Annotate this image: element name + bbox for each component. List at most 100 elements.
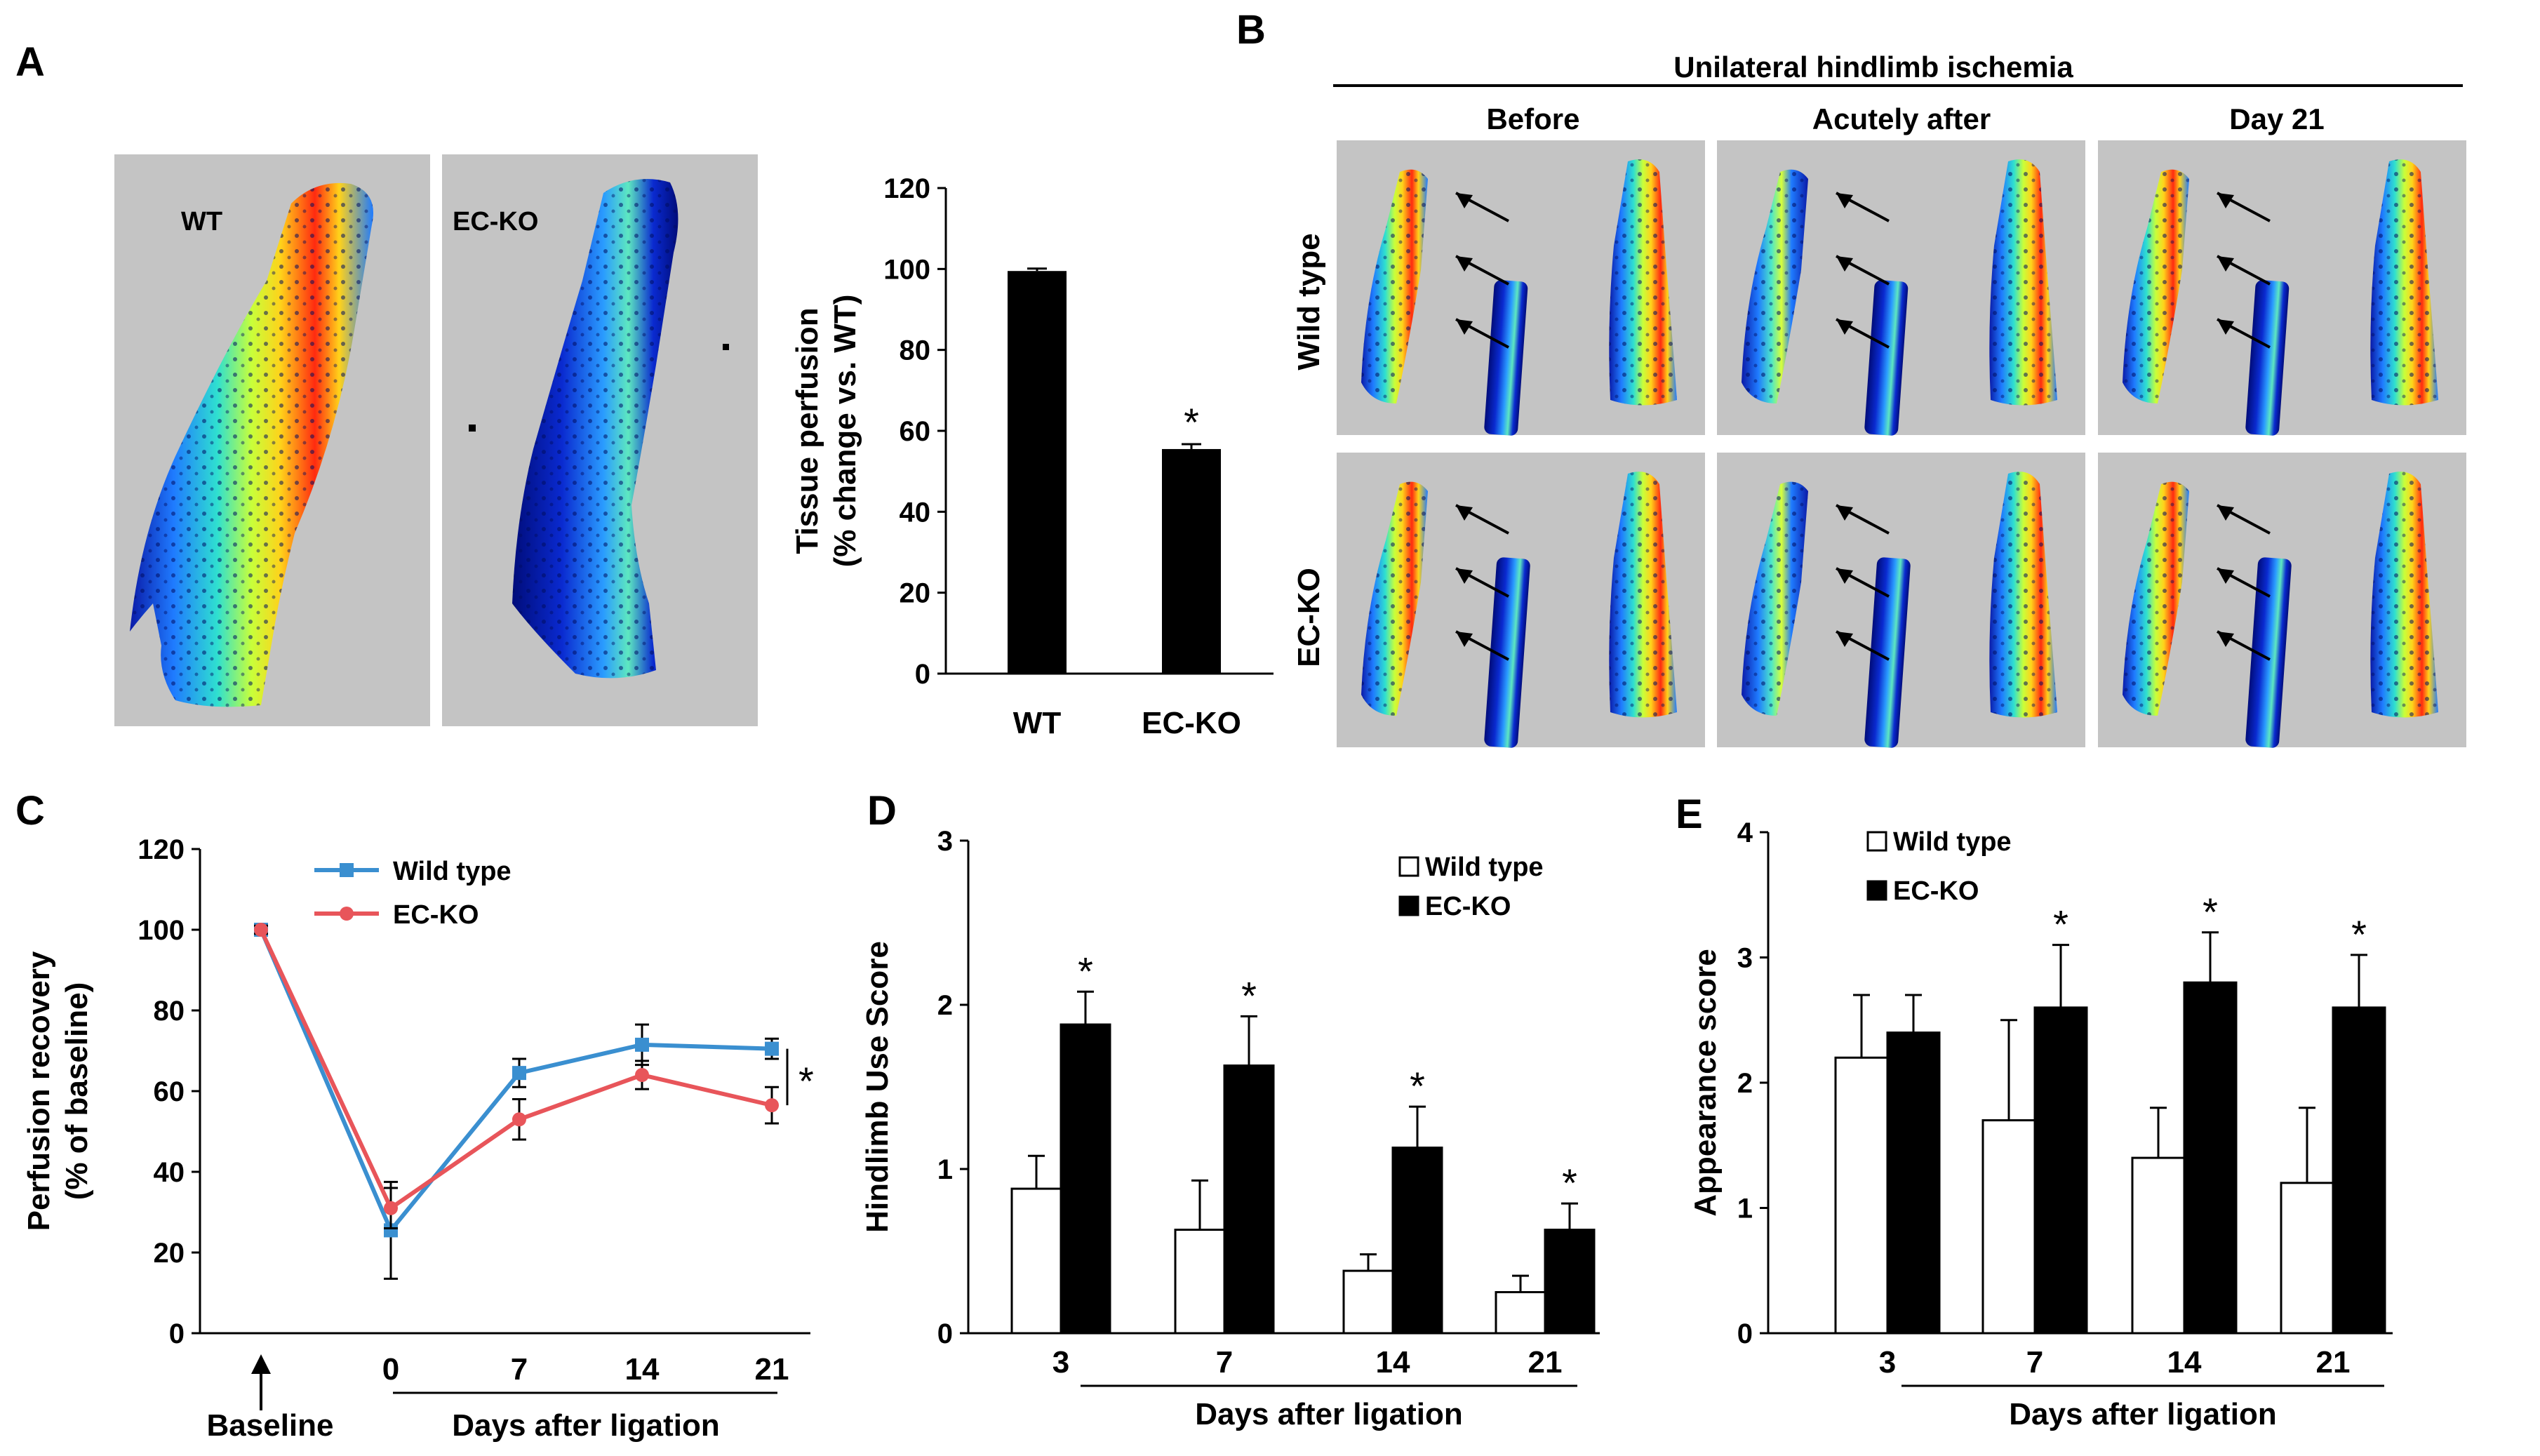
bar-wild-type (1174, 1229, 1226, 1335)
y-tick-label: 4 (1737, 817, 1753, 848)
y-tick-label: 40 (154, 1157, 185, 1188)
significance-marker: * (1184, 400, 1199, 444)
bar (1162, 448, 1221, 674)
legend-label: EC-KO (1893, 876, 1979, 906)
data-point (765, 1041, 779, 1056)
chart-a: 0 20 40 60 80 100 120 WT EC-KO * Tissue perfusion(… (790, 173, 1274, 740)
x-tick-label: 3 (1052, 1345, 1069, 1380)
bar-ec-ko (1886, 1031, 1941, 1335)
y-tick-label: 80 (900, 335, 931, 366)
arrow-head-icon (1836, 319, 1853, 335)
arrow-head-icon (1836, 505, 1853, 521)
x-tick-label: 21 (2316, 1345, 2351, 1380)
image-artifact (469, 425, 476, 432)
x-tick-label: 14 (625, 1352, 660, 1387)
arrow-head-icon (2217, 505, 2234, 521)
legend-swatch (1398, 856, 1419, 877)
data-point (254, 923, 268, 937)
data-point (635, 1037, 649, 1052)
significance-marker: * (1241, 973, 1257, 1017)
legend-marker (340, 907, 354, 921)
arrow-head-icon (2217, 568, 2234, 584)
data-point (384, 1223, 398, 1238)
x-tick-label: 7 (2026, 1345, 2043, 1380)
panel-label-a: A (15, 39, 45, 85)
limb-speckle (1361, 169, 1428, 403)
limb-speckle (2370, 159, 2438, 406)
panel-label-c: C (15, 788, 45, 834)
legend-swatch (1866, 831, 1887, 852)
x-axis-label: Days after ligation (1195, 1397, 1462, 1431)
y-axis-label-line: Perfusion recovery (22, 951, 56, 1231)
bar-wild-type (1342, 1269, 1394, 1335)
limb-wt: WT (130, 182, 373, 707)
image-label-wt: WT (181, 207, 222, 236)
series-wild-type: Wild type (254, 857, 779, 1280)
tail-segment (2245, 557, 2292, 748)
significance-marker: * (1562, 1161, 1577, 1205)
y-axis-label: Perfusion recovery (% of baseline) (22, 951, 94, 1231)
arrow-head-icon (1456, 193, 1473, 208)
y-tick-label: 0 (169, 1318, 185, 1349)
y-axis-label: Hindlimb Use Score (860, 941, 895, 1233)
y-tick-label: 120 (883, 173, 930, 204)
arrow-head-icon (1456, 256, 1473, 272)
y-tick-label: 20 (900, 578, 931, 609)
arrow-head-icon (2217, 256, 2234, 272)
image-cell (1717, 453, 2085, 748)
row-label-ecko: EC-KO (1292, 568, 1326, 667)
arrow-head-icon (2217, 632, 2234, 647)
arrow-head-icon (1456, 505, 1473, 521)
y-tick-label: 60 (154, 1076, 185, 1107)
bar-wild-type (1010, 1187, 1062, 1335)
y-tick-label: 60 (900, 416, 931, 447)
image-label-ecko: EC-KO (453, 207, 538, 236)
x-tick-label: 7 (511, 1352, 528, 1387)
y-tick-label: 0 (937, 1318, 953, 1349)
legend-swatch (1866, 880, 1887, 901)
arrow-head-icon (1836, 568, 1853, 584)
legend-label: Wild type (1425, 853, 1544, 882)
significance-marker: * (1410, 1064, 1425, 1108)
baseline-label: Baseline (207, 1408, 334, 1443)
chart-c: 0 20 40 60 80 100 120 Baseline 0 7 14 21 Days after … (22, 834, 814, 1443)
panel-b-header: Unilateral hindlimb ischemia (1673, 51, 2073, 84)
x-tick-label: WT (1013, 706, 1062, 740)
speckle-overlay-wt (130, 182, 373, 707)
legend-label: EC-KO (1425, 892, 1511, 921)
legend-label: Wild type (393, 857, 512, 886)
y-axis-label-line: Tissue perfusion (790, 307, 824, 554)
arrow-head-icon (1836, 256, 1853, 272)
column-label-before: Before (1486, 102, 1579, 135)
baseline-arrow-head-icon (251, 1354, 271, 1374)
column-label-acutely-after: Acutely after (1812, 102, 1991, 135)
limb-speckle (1361, 481, 1428, 716)
bar-wild-type (2131, 1156, 2186, 1335)
y-tick-label: 100 (138, 915, 185, 946)
panel-label-e: E (1676, 792, 1703, 837)
data-point (635, 1068, 649, 1082)
bar-ec-ko (1060, 1023, 1111, 1335)
x-tick-label: 14 (1376, 1345, 1410, 1380)
arrow-head-icon (2217, 319, 2234, 335)
y-axis-label: Appearance score (1688, 949, 1723, 1217)
panel-label-d: D (867, 788, 897, 834)
image-grid (1337, 140, 2466, 748)
arrow-head-icon (1456, 632, 1473, 647)
y-tick-label: 3 (937, 826, 953, 857)
limb-speckle (1742, 481, 1808, 716)
y-tick-label: 0 (1737, 1318, 1753, 1349)
panel-b: Unilateral hindlimb ischemia Before Acut… (1292, 51, 2466, 748)
data-point (512, 1066, 526, 1081)
legend-label: Wild type (1893, 827, 2012, 857)
arrow-head-icon (1456, 319, 1473, 335)
bar-ec-ko (2332, 1006, 2386, 1335)
bar (1008, 271, 1067, 674)
significance-marker: * (2053, 902, 2068, 947)
bar-wild-type (1981, 1119, 2036, 1335)
y-axis-label: Tissue perfusion (% change vs. WT) (790, 295, 862, 568)
y-tick-label: 100 (883, 254, 930, 285)
speckle-overlay-ecko (512, 179, 679, 679)
image-cell (2098, 140, 2466, 436)
